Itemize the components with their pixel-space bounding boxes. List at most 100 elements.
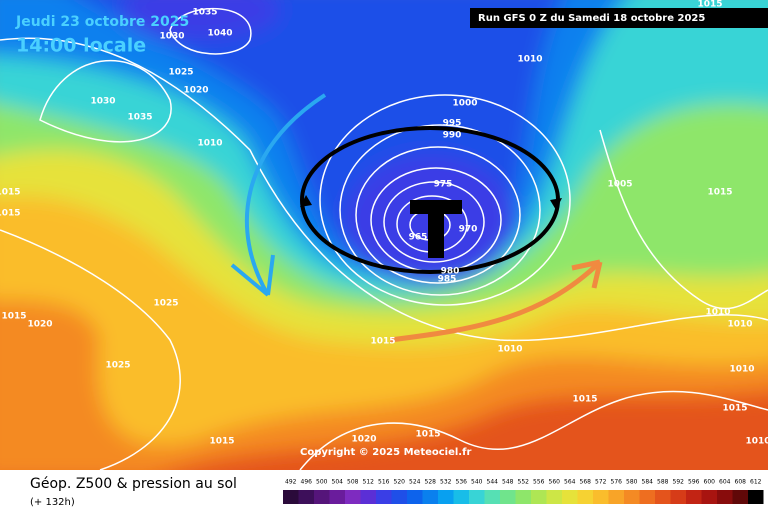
isobar-label: 965 <box>409 233 428 243</box>
scale-label: 524 <box>409 479 421 486</box>
scale-swatch <box>701 490 717 504</box>
run-box <box>470 8 768 28</box>
scale-label: 560 <box>549 479 561 486</box>
isobar-label: 1015 <box>209 437 234 447</box>
scale-label: 536 <box>456 479 468 486</box>
time: 14:00 locale <box>16 35 146 57</box>
scale-swatch <box>732 490 748 504</box>
scale-label: 496 <box>301 479 313 486</box>
isobar-label: 1020 <box>183 86 208 96</box>
scale-swatch <box>360 490 376 504</box>
isobar-label: 1015 <box>722 404 747 414</box>
scale-swatch <box>283 490 299 504</box>
isobar-label: 1030 <box>159 32 184 42</box>
scale-label: 584 <box>642 479 654 486</box>
isobar-label: 1010 <box>729 365 754 375</box>
scale-swatch <box>624 490 640 504</box>
scale-label: 612 <box>750 479 762 486</box>
scale-swatch <box>717 490 733 504</box>
scale-label: 516 <box>378 479 390 486</box>
isobar-label: 1010 <box>497 345 522 355</box>
scale-swatch <box>438 490 454 504</box>
isobar-label: 1015 <box>572 395 597 405</box>
isobar-label: 1020 <box>351 435 376 445</box>
scale-swatch <box>469 490 485 504</box>
isobar-labels: 1035 1040 1030 1025 1020 1030 1035 1010 1015 1010… <box>0 0 768 447</box>
isobar-label: 1040 <box>207 29 232 39</box>
scale-label: 548 <box>502 479 514 486</box>
isobar-label: 1030 <box>90 97 115 107</box>
copyright: Copyright © 2025 Meteociel.fr <box>300 447 471 458</box>
color-scale: 492 496 500 504 508 512 516 520 524 528 532 536 540 5… <box>283 479 764 504</box>
scale-swatch <box>391 490 407 504</box>
isobar-label: 970 <box>459 225 478 235</box>
scale-swatch <box>345 490 361 504</box>
isobar-label: 1025 <box>153 299 178 309</box>
scale-swatch <box>500 490 516 504</box>
isobar-label: 1015 <box>697 0 722 10</box>
arrows <box>230 93 603 343</box>
footer-title: Géop. Z500 & pression au sol <box>30 476 237 492</box>
scale-swatch <box>484 490 500 504</box>
isobar-label: 1000 <box>452 99 477 109</box>
isobar-label: 975 <box>434 180 453 190</box>
isobar-label: 1025 <box>168 68 193 78</box>
isobar-label: 1010 <box>745 437 768 447</box>
isobar-label: 995 <box>443 119 462 129</box>
scale-swatch <box>562 490 578 504</box>
scale-swatch <box>655 490 671 504</box>
scale-label: 556 <box>533 479 545 486</box>
scale-swatch <box>686 490 702 504</box>
scale-label: 580 <box>626 479 638 486</box>
scale-label: 552 <box>518 479 530 486</box>
scale-swatch <box>546 490 562 504</box>
scale-swatch <box>314 490 330 504</box>
scale-label: 544 <box>487 479 499 486</box>
scale-swatch <box>577 490 593 504</box>
scale-swatch <box>515 490 531 504</box>
scale-swatch <box>639 490 655 504</box>
isobar-label: 1010 <box>197 139 222 149</box>
scale-swatch <box>748 490 764 504</box>
scale-label: 596 <box>688 479 700 486</box>
scale-label: 512 <box>363 479 375 486</box>
scale-label: 576 <box>611 479 623 486</box>
scale-label: 592 <box>673 479 685 486</box>
isobar-label: 990 <box>443 131 462 141</box>
scale-swatch <box>608 490 624 504</box>
isobar-label: 1015 <box>370 337 395 347</box>
scale-label: 604 <box>719 479 731 486</box>
isobar-label: 1015 <box>1 312 26 322</box>
isobar-label: 1010 <box>517 55 542 65</box>
isobar-label: 1015 <box>0 188 21 198</box>
scale-label: 564 <box>564 479 576 486</box>
scale-label: 588 <box>657 479 669 486</box>
isobar-label: 1005 <box>607 180 632 190</box>
scale-label: 608 <box>735 479 747 486</box>
scale-swatch <box>329 490 345 504</box>
scale-label: 540 <box>471 479 483 486</box>
isobar-label: 1015 <box>415 430 440 440</box>
scale-label: 492 <box>285 479 297 486</box>
isobar-label: 1015 <box>0 209 21 219</box>
scale-swatch <box>593 490 609 504</box>
scale-label: 500 <box>316 479 328 486</box>
scale-label: 528 <box>425 479 437 486</box>
scale-swatch <box>531 490 547 504</box>
scale-label: 568 <box>580 479 592 486</box>
isobar-label: 1035 <box>127 113 152 123</box>
isobar-label: 1010 <box>727 320 752 330</box>
date: Jeudi 23 octobre 2025 <box>15 14 189 30</box>
scale-swatch <box>407 490 423 504</box>
isobar-label: 1010 <box>705 308 730 318</box>
scale-swatch <box>422 490 438 504</box>
isobar-label: 985 <box>438 275 457 285</box>
run: Run GFS 0 Z du Samedi 18 octobre 2025 <box>478 13 705 24</box>
scale-label: 532 <box>440 479 452 486</box>
scale-label: 520 <box>394 479 406 486</box>
isobar-label: 1025 <box>105 361 130 371</box>
scale-swatch <box>376 490 392 504</box>
isobar-label: 1035 <box>192 8 217 18</box>
scale-swatch <box>298 490 314 504</box>
